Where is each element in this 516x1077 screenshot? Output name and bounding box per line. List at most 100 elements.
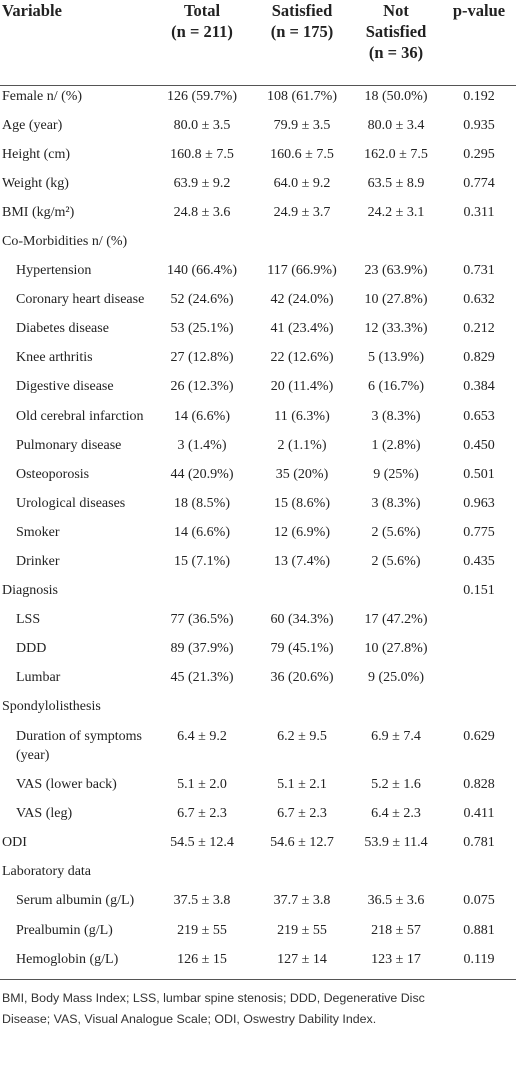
table-cell: 1 (2.8%) — [371, 437, 421, 453]
table-cell: 6.4 ± 2.3 — [371, 806, 421, 822]
empty-cell — [442, 227, 516, 256]
table-cell: 44 (20.9%) — [170, 466, 234, 482]
table-header: Variable Total (n = 211) Satisfied (n = 175)… — [0, 0, 516, 86]
table-row: Duration of symptoms (year) 6.4 ± 9.2 6.2 … — [0, 722, 516, 771]
table-row: Pulmonary disease 3 (1.4%) 2 (1.1%) 1 (2.8%… — [0, 431, 516, 460]
row-label: Hemoglobin (g/L) — [16, 951, 119, 967]
table-cell: 52 (24.6%) — [170, 292, 234, 308]
data-table: Variable Total (n = 211) Satisfied (n = 175)… — [0, 0, 516, 977]
header-line: Total — [183, 1, 221, 20]
table-cell: 0.935 — [463, 117, 495, 133]
table-cell: 80.0 ± 3.5 — [173, 117, 231, 133]
table-row: Height (cm) 160.8 ± 7.5 160.6 ± 7.5 162.0 ±… — [0, 140, 516, 169]
table-cell: 5 (13.9%) — [368, 350, 424, 366]
empty-cell — [150, 576, 254, 605]
table-cell: 3 (8.3%) — [371, 408, 421, 424]
table-cell: 18 (50.0%) — [364, 88, 428, 104]
empty-cell — [442, 664, 516, 693]
table-row: LSS 77 (36.5%) 60 (34.3%) 17 (47.2%) — [0, 605, 516, 634]
table-row: Diagnosis 0.151 — [0, 576, 516, 605]
table-cell: 42 (24.0%) — [270, 292, 334, 308]
empty-cell — [350, 858, 442, 887]
table-cell: 0.881 — [463, 922, 495, 938]
table-cell: 60 (34.3%) — [270, 612, 334, 628]
table-cell: 9 (25.0%) — [368, 670, 424, 686]
table-cell: 53 (25.1%) — [170, 321, 234, 337]
row-label: Old cerebral infarction — [16, 408, 144, 424]
table-cell: 27 (12.8%) — [170, 350, 234, 366]
table-cell: 0.653 — [463, 408, 495, 424]
table-cell: 89 (37.9%) — [170, 641, 234, 657]
header-cell: Satisfied (n = 175) — [254, 0, 350, 86]
table-row: Hemoglobin (g/L) 126 ± 15 127 ± 14 123 ± 17… — [0, 945, 516, 977]
table-cell: 63.5 ± 8.9 — [367, 175, 425, 191]
empty-cell — [150, 858, 254, 887]
table-cell: 6 (16.7%) — [368, 379, 424, 395]
table-cell: 160.6 ± 7.5 — [270, 146, 334, 162]
table-cell: 126 ± 15 — [177, 951, 227, 967]
table-row: Osteoporosis 44 (20.9%) 35 (20%) 9 (25%) 0.5… — [0, 460, 516, 489]
table-cell: 24.9 ± 3.7 — [273, 204, 331, 220]
table-cell: 219 ± 55 — [277, 922, 327, 938]
row-label: Duration of symptoms (year) — [16, 728, 142, 763]
table-cell: 117 (66.9%) — [267, 263, 337, 279]
table-row: Serum albumin (g/L) 37.5 ± 3.8 37.7 ± 3.8 3… — [0, 887, 516, 916]
row-label: BMI (kg/m²) — [2, 204, 75, 220]
table-cell: 36.5 ± 3.6 — [367, 893, 425, 909]
empty-cell — [254, 858, 350, 887]
table-cell: 79 (45.1%) — [270, 641, 334, 657]
row-label: Lumbar — [16, 670, 61, 686]
empty-cell — [442, 634, 516, 663]
row-label: Urological diseases — [16, 495, 126, 511]
table-cell: 5.1 ± 2.1 — [277, 777, 327, 793]
table-cell: 108 (61.7%) — [267, 88, 337, 104]
row-label: Laboratory data — [2, 864, 92, 880]
table-cell: 2 (1.1%) — [277, 437, 327, 453]
table-cell: 0.828 — [463, 777, 495, 793]
table-cell: 0.632 — [463, 292, 495, 308]
footnote: BMI, Body Mass Index; LSS, lumbar spine … — [0, 979, 516, 1030]
table-row: Co-Morbidities n/ (%) — [0, 227, 516, 256]
table-cell: 126 (59.7%) — [167, 88, 237, 104]
header-line: (n = 175) — [270, 22, 334, 41]
header-line: (n = 211) — [171, 22, 233, 41]
row-label: Co-Morbidities n/ (%) — [2, 233, 128, 249]
table-cell: 17 (47.2%) — [364, 612, 428, 628]
table-cell: 53.9 ± 11.4 — [364, 835, 428, 851]
header-cell: p-value — [442, 0, 516, 86]
table-row: Old cerebral infarction 14 (6.6%) 11 (6.3%… — [0, 402, 516, 431]
table-cell: 0.435 — [463, 554, 495, 569]
row-label: Diagnosis — [2, 583, 58, 599]
table-cell: 54.6 ± 12.7 — [270, 835, 334, 851]
table-cell: 0.151 — [463, 583, 495, 599]
table-cell: 0.501 — [463, 466, 495, 482]
table-cell: 2 (5.6%) — [371, 554, 421, 569]
empty-cell — [254, 227, 350, 256]
table-row: Female n/ (%) 126 (59.7%) 108 (61.7%) 18 (5… — [0, 85, 516, 111]
table-cell: 3 (8.3%) — [371, 495, 421, 511]
header-line: Variable — [2, 1, 62, 20]
empty-cell — [442, 693, 516, 722]
table-cell: 219 ± 55 — [177, 922, 227, 938]
row-label: Spondylolisthesis — [2, 699, 101, 715]
table-cell: 26 (12.3%) — [170, 379, 234, 395]
row-label: LSS — [16, 612, 41, 628]
row-label: Prealbumin (g/L) — [16, 922, 113, 938]
row-label: Hypertension — [16, 263, 92, 279]
table-cell: 123 ± 17 — [371, 951, 421, 967]
table-cell: 0.731 — [463, 263, 495, 279]
header-cell: Variable — [0, 0, 150, 86]
table-row: ODI 54.5 ± 12.4 54.6 ± 12.7 53.9 ± 11.4 0.78… — [0, 828, 516, 857]
row-label: Osteoporosis — [16, 466, 90, 482]
table-cell: 0.212 — [463, 321, 495, 337]
footnote-line: Disease; VAS, Visual Analogue Scale; ODI… — [2, 1012, 377, 1027]
table-cell: 12 (6.9%) — [274, 524, 330, 540]
table-cell: 10 (27.8%) — [364, 641, 428, 657]
table-cell: 79.9 ± 3.5 — [273, 117, 331, 133]
table-row: VAS (lower back) 5.1 ± 2.0 5.1 ± 2.1 5.2 ± … — [0, 770, 516, 799]
table-cell: 35 (20%) — [275, 466, 329, 482]
table-cell: 14 (6.6%) — [174, 408, 230, 424]
table-row: Smoker 14 (6.6%) 12 (6.9%) 2 (5.6%) 0.775 — [0, 518, 516, 547]
row-label: VAS (leg) — [16, 806, 73, 822]
